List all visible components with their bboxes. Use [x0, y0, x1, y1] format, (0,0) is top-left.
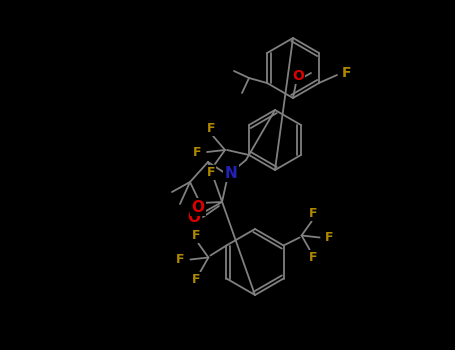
Text: F: F [342, 66, 352, 80]
Text: O: O [192, 199, 204, 215]
Text: O: O [292, 69, 304, 83]
Text: F: F [309, 251, 318, 264]
Text: F: F [192, 273, 201, 286]
Text: F: F [325, 231, 334, 244]
Text: F: F [309, 207, 318, 220]
Text: F: F [207, 121, 215, 134]
Text: N: N [225, 166, 238, 181]
Text: F: F [207, 166, 215, 178]
Text: F: F [176, 253, 185, 266]
Text: F: F [192, 229, 201, 242]
Text: O: O [187, 210, 201, 225]
Text: F: F [193, 146, 201, 159]
